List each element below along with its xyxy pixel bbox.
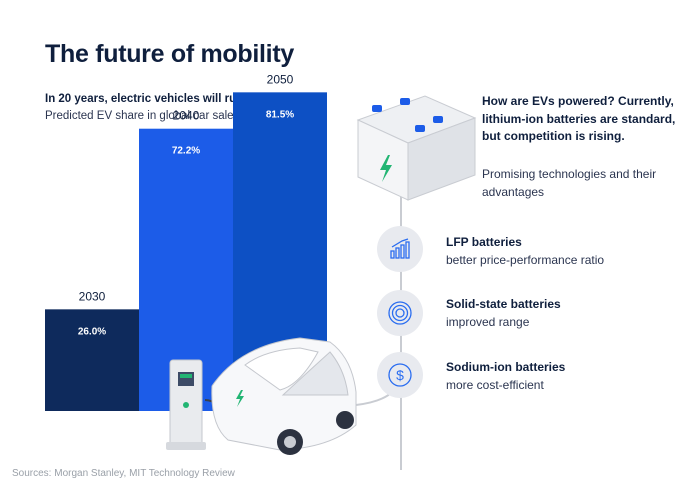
- source-note: Sources: Morgan Stanley, MIT Technology …: [12, 468, 235, 479]
- value-label-2050: 81.5%: [266, 109, 294, 120]
- battery-question: How are EVs powered? Currently, lithium-…: [482, 94, 676, 143]
- category-label-2040: 2040: [173, 109, 200, 123]
- battery-subtext: Promising technologies and their advanta…: [482, 167, 657, 199]
- tech-desc-sodium-ion: more cost-efficient: [446, 378, 544, 392]
- bar-chart-icon: [377, 226, 423, 272]
- battery-illustration: [356, 95, 477, 470]
- category-label-2030: 2030: [79, 289, 106, 303]
- chart-caption: Predicted EV share in global car sales: [45, 110, 240, 122]
- tech-desc-lfp: better price-performance ratio: [446, 253, 605, 267]
- category-label-2050: 2050: [267, 72, 294, 86]
- svg-text:$: $: [396, 367, 404, 383]
- dollar-coin-icon: $: [377, 352, 423, 398]
- value-label-2030: 26.0%: [78, 326, 106, 337]
- page-title: The future of mobility: [45, 40, 294, 68]
- bar-2030: [45, 309, 139, 411]
- lightning-icon: [380, 155, 392, 182]
- value-label-2040: 72.2%: [172, 146, 200, 157]
- tech-desc-solid-state: improved range: [446, 315, 530, 329]
- tech-name-sodium-ion: Sodium-ion batteries: [446, 360, 566, 374]
- tech-name-lfp: LFP batteries: [446, 235, 522, 249]
- concentric-circles-icon: [377, 290, 423, 336]
- car-charging-illustration: [166, 337, 401, 455]
- tech-name-solid-state: Solid-state batteries: [446, 297, 561, 311]
- charging-bolt-icon: [236, 390, 244, 407]
